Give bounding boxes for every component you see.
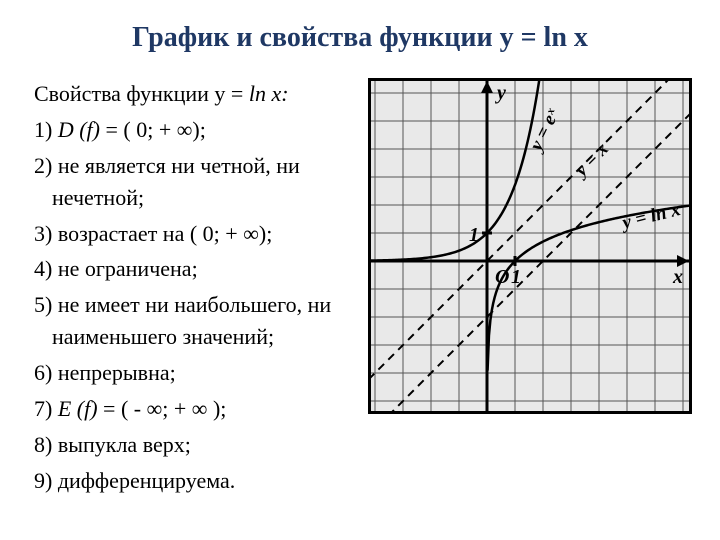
page-title: График и свойства функции y = ln x xyxy=(34,22,686,54)
properties-list: Свойства функции y = ln x: 1) D (f) = ( … xyxy=(34,78,384,501)
svg-text:1: 1 xyxy=(469,224,479,246)
svg-text:x: x xyxy=(672,266,683,288)
graph-plot: yxO11y = eˣy = xy = ln x xyxy=(368,78,692,414)
svg-text:y = x: y = x xyxy=(569,138,613,182)
list-item: 7) E (f) = ( - ∞; + ∞ ); xyxy=(34,393,384,425)
list-item: 4) не ограничена; xyxy=(34,253,384,285)
graph-svg: yxO11y = eˣy = xy = ln x xyxy=(371,81,689,411)
slide: График и свойства функции y = ln x Свойс… xyxy=(0,0,720,540)
svg-text:1: 1 xyxy=(511,266,521,288)
list-item: 1) D (f) = ( 0; + ∞); xyxy=(34,114,384,146)
svg-text:O: O xyxy=(495,266,509,288)
list-heading: Свойства функции y = ln x: xyxy=(34,78,384,110)
list-item: 3) возрастает на ( 0; + ∞); xyxy=(34,218,384,250)
list-item: 2) не является ни четной, ни нечетной; xyxy=(34,150,384,214)
svg-text:y = ln x: y = ln x xyxy=(618,199,683,234)
content-row: Свойства функции y = ln x: 1) D (f) = ( … xyxy=(34,78,686,501)
list-item: 5) не имеет ни наибольшего, ни наименьше… xyxy=(34,289,384,353)
list-item: 8) выпукла верх; xyxy=(34,429,384,461)
graph-column: yxO11y = eˣy = xy = ln x xyxy=(368,78,692,414)
list-item: 6) непрерывна; xyxy=(34,357,384,389)
list-item: 9) дифференцируема. xyxy=(34,465,384,497)
svg-text:y: y xyxy=(495,82,506,104)
